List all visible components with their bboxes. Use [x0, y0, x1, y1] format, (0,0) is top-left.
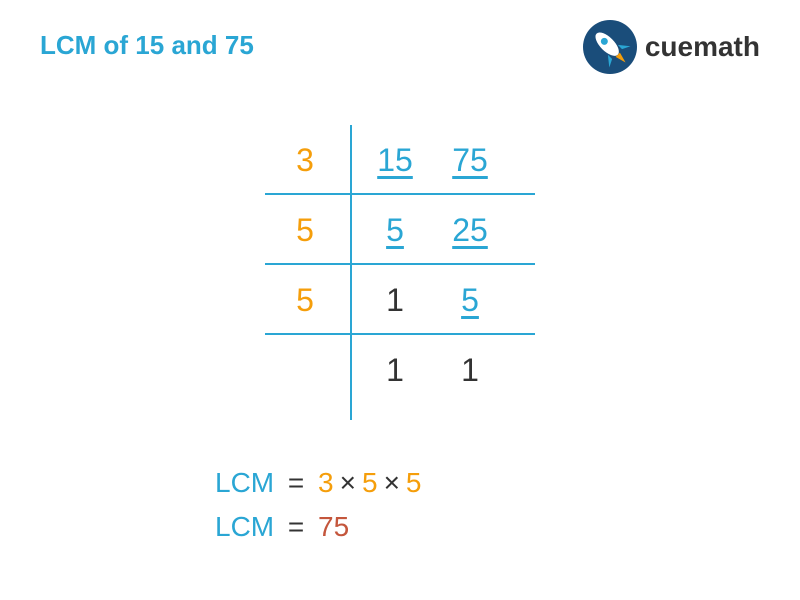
answer-section: LCM = 3×5×5 LCM = 75	[215, 467, 422, 555]
factor-value: 5	[362, 467, 378, 498]
quotient-cells: 15	[345, 282, 495, 319]
divisor-cell: 5	[265, 212, 345, 249]
factor-expression: 3×5×5	[318, 467, 421, 498]
table-row: 31575	[265, 125, 535, 195]
table-row: 55 25	[265, 195, 535, 265]
factor-value: 5	[406, 467, 422, 498]
page-title: LCM of 15 and 75	[40, 30, 254, 61]
multiply-sign: ×	[384, 467, 400, 498]
table-row: 515	[265, 265, 535, 335]
quotient-cell: 25	[445, 212, 495, 249]
quotient-cells: 11	[345, 352, 495, 389]
logo-text: cuemath	[645, 31, 760, 63]
division-table: 31575552551511	[265, 125, 535, 405]
equals-sign: =	[288, 511, 304, 542]
quotient-cell: 1	[445, 352, 495, 389]
quotient-cell: 75	[445, 142, 495, 179]
quotient-cell: 5	[445, 282, 495, 319]
lcm-result: 75	[318, 511, 349, 542]
table-row: 11	[265, 335, 535, 405]
lcm-label: LCM	[215, 511, 274, 542]
equals-sign: =	[288, 467, 304, 498]
divisor-cell: 3	[265, 142, 345, 179]
quotient-cell: 1	[370, 282, 420, 319]
rocket-icon	[583, 20, 637, 74]
quotient-cells: 1575	[345, 142, 495, 179]
quotient-cell: 5	[370, 212, 420, 249]
divisor-cell: 5	[265, 282, 345, 319]
lcm-result-line: LCM = 75	[215, 511, 422, 543]
factor-value: 3	[318, 467, 334, 498]
lcm-label: LCM	[215, 467, 274, 498]
quotient-cell: 1	[370, 352, 420, 389]
multiply-sign: ×	[340, 467, 356, 498]
logo: cuemath	[583, 20, 760, 74]
lcm-factorization: LCM = 3×5×5	[215, 467, 422, 499]
quotient-cell: 15	[370, 142, 420, 179]
quotient-cells: 5 25	[345, 212, 495, 249]
